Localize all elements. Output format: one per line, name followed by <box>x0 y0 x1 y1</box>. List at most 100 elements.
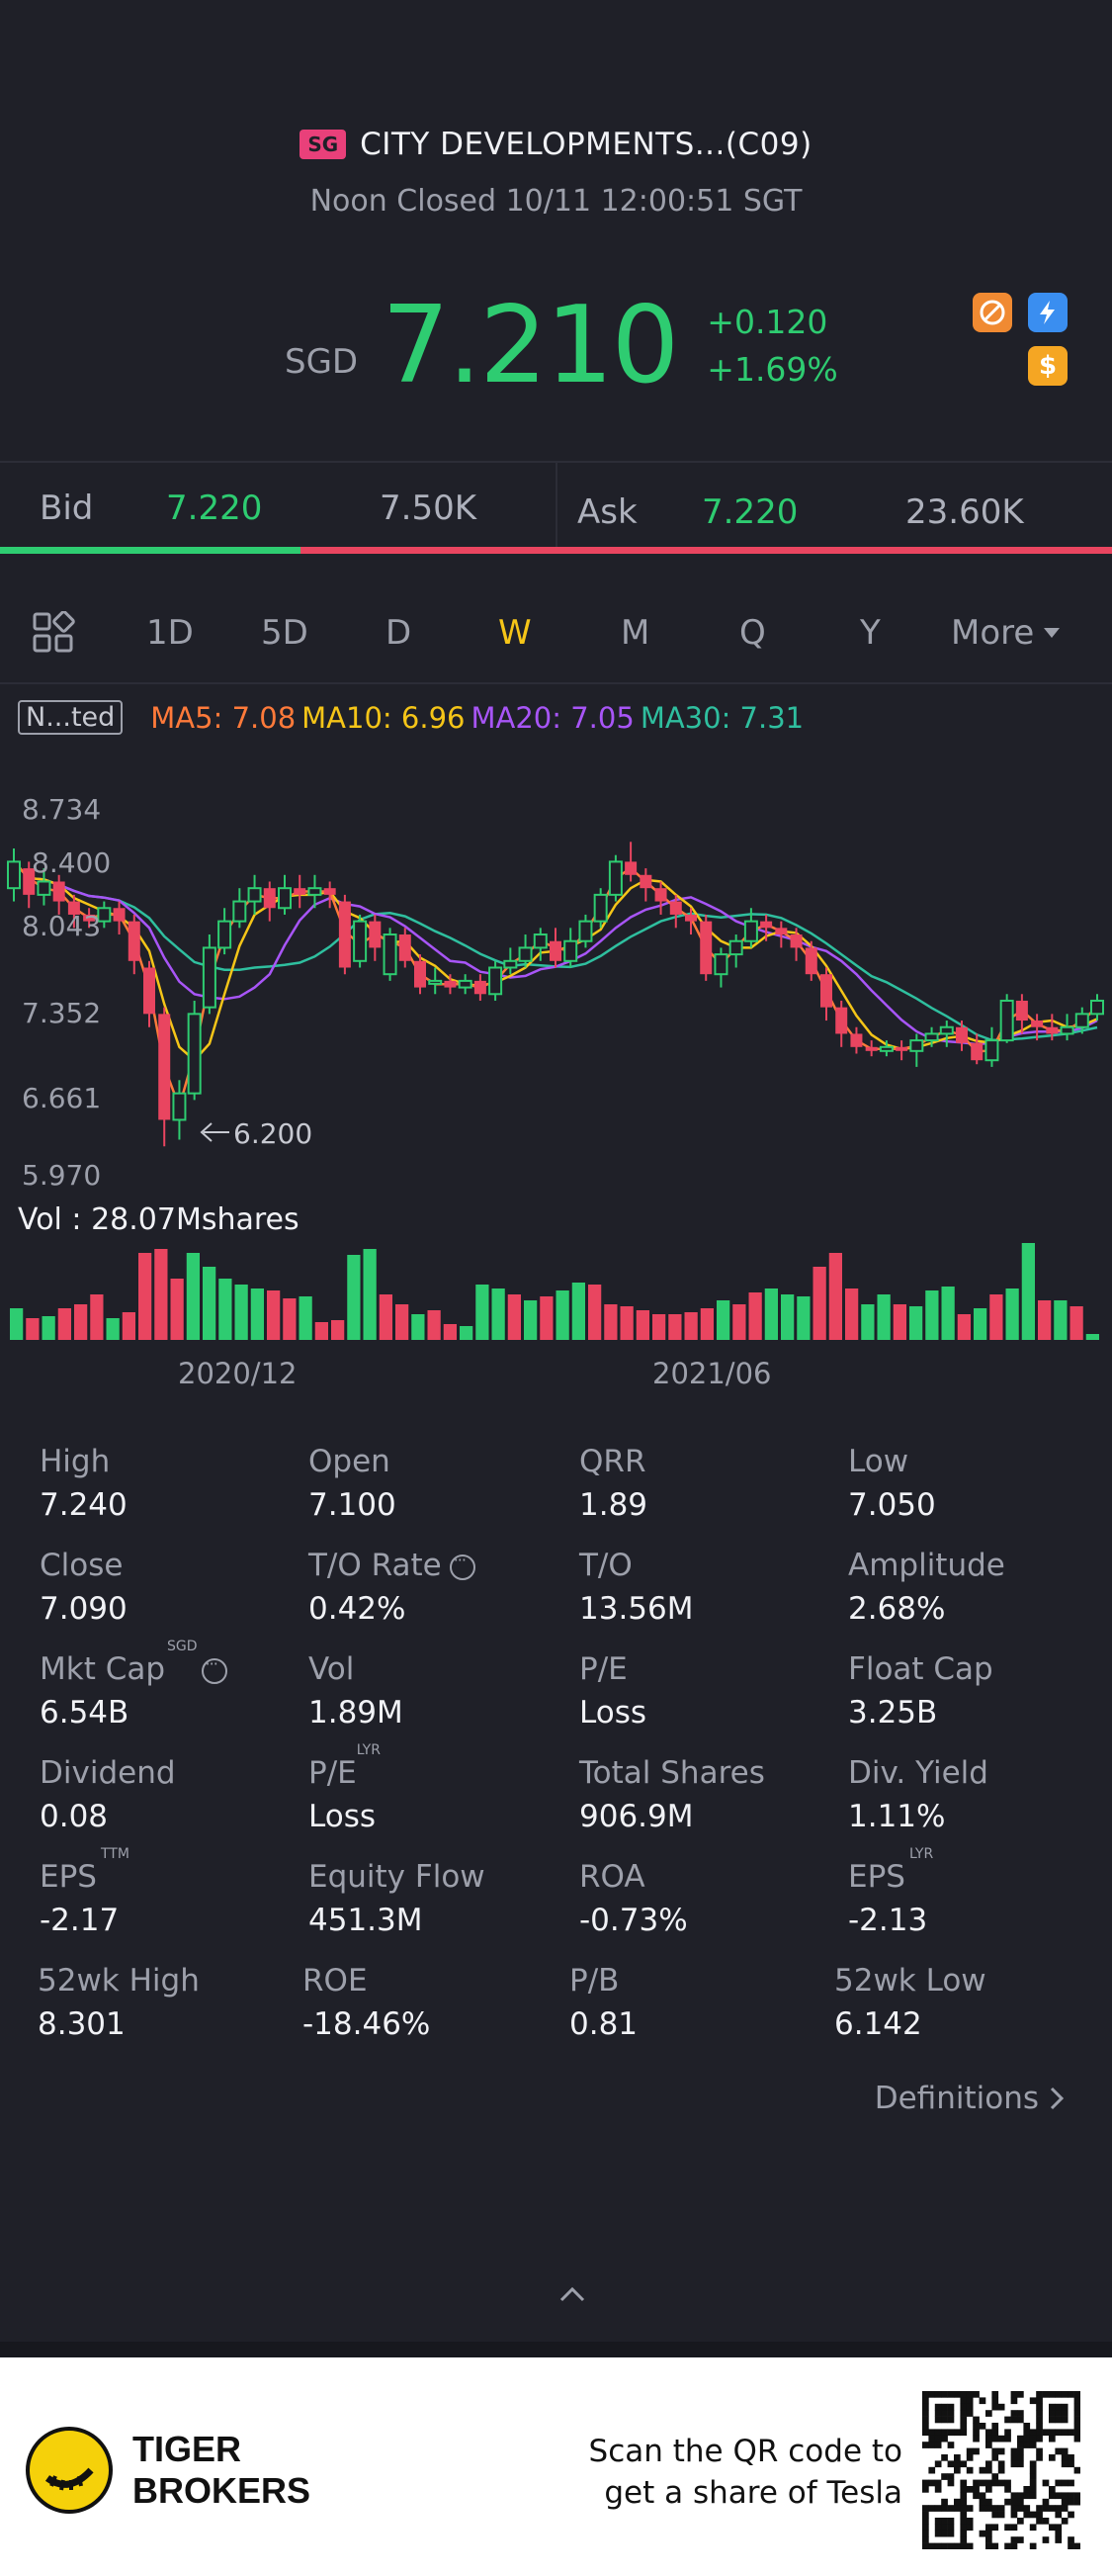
stat-label-text: Amplitude <box>848 1548 1005 1583</box>
stat-label: Equity Flow <box>308 1859 485 1895</box>
date-axis-label: 2021/06 <box>652 1357 772 1390</box>
volume-bar <box>1069 1306 1083 1340</box>
volume-bar <box>491 1288 505 1340</box>
stat-value: 7.050 <box>848 1487 936 1523</box>
price-axis-label: 7.352 <box>22 997 102 1029</box>
pe-lyr-sup: LYR <box>356 1741 381 1758</box>
tab-more[interactable]: More <box>951 613 1062 653</box>
stat-label: 52wk Low <box>834 1963 986 1999</box>
lightning-icon[interactable] <box>1028 293 1068 332</box>
stat-label-text: 52wk High <box>38 1963 200 1999</box>
candle <box>263 881 276 922</box>
candle <box>1060 1014 1074 1041</box>
stat-value: 0.08 <box>40 1799 109 1834</box>
stat-label: Total Shares <box>579 1755 765 1791</box>
candle <box>128 914 140 975</box>
stat-value: 906.9M <box>579 1799 694 1834</box>
stat-label: Open <box>308 1444 396 1479</box>
stat-label-text: EPS <box>848 1859 905 1895</box>
stat-label: EPSTTM <box>40 1846 129 1895</box>
eps-ttm-sup: TTM <box>100 1845 129 1862</box>
mktcap-currency-sup: SGD <box>167 1638 198 1654</box>
volume-bar <box>42 1316 55 1340</box>
volume-bar <box>588 1285 602 1340</box>
candle <box>909 1033 924 1067</box>
stat-value: 451.3M <box>308 1903 423 1938</box>
price-axis-label: 8.400 <box>32 846 112 879</box>
stat-cell: Div. Yield 1.11% <box>848 1755 988 1834</box>
layout-grid-icon[interactable] <box>32 610 75 664</box>
volume-bar <box>26 1318 40 1340</box>
stat-label-text: Low <box>848 1444 909 1479</box>
volume-bar <box>443 1324 457 1340</box>
candle <box>338 894 351 975</box>
stat-label-text: ROE <box>302 1963 368 1999</box>
tab-5d[interactable]: 5D <box>261 613 308 653</box>
volume-bar <box>267 1290 281 1340</box>
volume-bar <box>299 1296 312 1340</box>
stat-label-text: QRR <box>579 1444 646 1479</box>
scan-line-2: get a share of Tesla <box>604 2475 902 2511</box>
definitions-link[interactable]: Definitions <box>875 2081 1065 2116</box>
candle <box>458 974 472 995</box>
stat-label-text: P/E <box>579 1651 628 1687</box>
no-short-icon[interactable] <box>973 293 1012 332</box>
stat-label: 52wk High <box>38 1963 200 1999</box>
volume-bar <box>524 1300 538 1340</box>
bid-price: 7.220 <box>166 489 263 528</box>
stat-value: -0.73% <box>579 1903 688 1938</box>
adjust-tag[interactable]: N...ted <box>18 700 124 735</box>
candle <box>83 908 96 929</box>
candle <box>939 1021 954 1047</box>
stat-cell: ROE -18.46% <box>302 1963 430 2042</box>
volume-bar <box>700 1308 714 1340</box>
stat-cell: 52wk Low 6.142 <box>834 1963 986 2042</box>
candle <box>533 928 548 961</box>
volume-bar <box>1005 1288 1019 1340</box>
stat-label-text: Close <box>40 1548 124 1583</box>
candle <box>608 854 623 902</box>
candle <box>247 874 262 915</box>
volume-bar <box>1038 1300 1052 1340</box>
dollar-icon[interactable]: $ <box>1028 346 1068 386</box>
volume-bar <box>507 1294 521 1340</box>
stat-label-text: High <box>40 1444 111 1479</box>
candle <box>202 934 216 1015</box>
info-icon[interactable] <box>449 1551 475 1580</box>
stat-label: Dividend <box>40 1755 176 1791</box>
info-icon[interactable] <box>201 1654 227 1684</box>
volume-bar <box>941 1287 955 1340</box>
candle <box>353 914 368 968</box>
tab-w[interactable]: W <box>498 613 532 653</box>
low-marker-label: 6.200 <box>233 1117 313 1150</box>
volume-bar <box>813 1267 826 1340</box>
stat-cell: QRR 1.89 <box>579 1444 647 1523</box>
market-badge: SG <box>299 130 347 159</box>
candlestick-chart[interactable] <box>0 781 1112 1345</box>
stat-cell: T/O 13.56M <box>579 1548 694 1627</box>
tab-1d[interactable]: 1D <box>146 613 194 653</box>
price-axis-label: 8.043 <box>22 910 102 942</box>
candle <box>383 928 397 981</box>
volume-bar <box>684 1312 698 1340</box>
candle <box>924 1026 939 1047</box>
tab-q[interactable]: Q <box>739 613 766 653</box>
candle <box>700 914 713 981</box>
bid-size: 7.50K <box>380 489 476 528</box>
tab-more-label: More <box>951 613 1035 653</box>
brand-line-2: BROKERS <box>132 2470 311 2511</box>
tab-y[interactable]: Y <box>860 613 881 653</box>
tab-d[interactable]: D <box>385 613 412 653</box>
volume-bar <box>106 1318 120 1340</box>
stat-label: EPSLYR <box>848 1846 933 1895</box>
volume-bar <box>395 1304 409 1340</box>
tab-m[interactable]: M <box>621 613 650 653</box>
chevron-up-icon[interactable] <box>559 2286 585 2302</box>
candle <box>398 928 411 968</box>
volume-bar <box>74 1304 88 1340</box>
stat-cell: Float Cap 3.25B <box>848 1651 993 1731</box>
candle <box>984 1026 999 1067</box>
volume-bar <box>556 1290 569 1340</box>
volume-bar <box>974 1308 987 1340</box>
stock-title[interactable]: CITY DEVELOPMENTS...(C09) <box>360 127 813 162</box>
